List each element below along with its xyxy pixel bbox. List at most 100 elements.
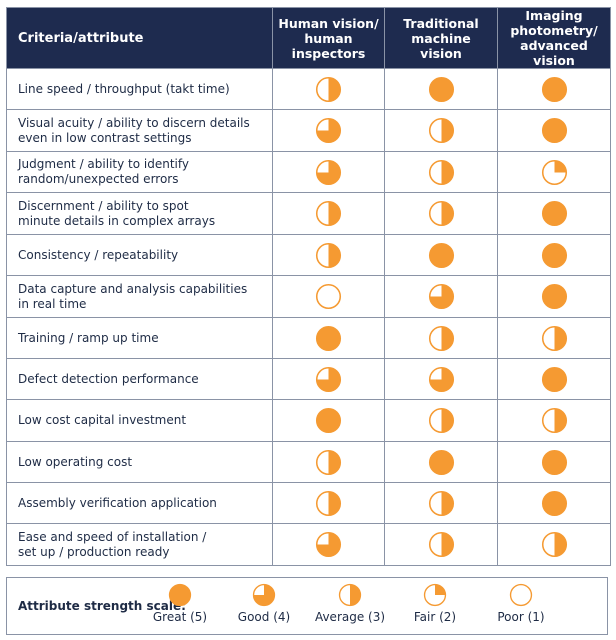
legend-label: Great (5) xyxy=(152,610,208,624)
score-cell xyxy=(384,109,498,152)
table-body: Line speed / throughput (takt time) Visua… xyxy=(6,68,611,566)
table-row: Assembly verification application xyxy=(6,482,611,524)
table-row: Judgment / ability to identify random/une… xyxy=(6,151,611,193)
score-cell xyxy=(497,358,611,400)
score-cell xyxy=(272,234,385,276)
score-cell xyxy=(497,68,611,110)
header-line: vision xyxy=(420,45,462,61)
legend-harvey-ball-mark xyxy=(423,583,447,607)
harvey-ball-score-mark xyxy=(315,159,342,185)
harvey-ball-score-mark xyxy=(428,366,454,392)
criteria-text: Visual acuity / ability to discern detai… xyxy=(18,115,250,130)
criteria-cell: Visual acuity / ability to discern detai… xyxy=(6,109,273,152)
table-row: Training / ramp up time xyxy=(6,317,611,359)
score-cell xyxy=(497,151,611,193)
score-cell xyxy=(272,68,385,110)
criteria-text: in real time xyxy=(18,296,87,311)
comparison-table: Criteria/attribute Human vision/ human i… xyxy=(6,7,611,566)
criteria-cell: Low operating cost xyxy=(6,441,273,483)
harvey-ball-score-mark xyxy=(428,117,454,144)
score-cell xyxy=(384,192,498,235)
score-cell xyxy=(384,275,498,318)
score-cell xyxy=(497,441,611,483)
harvey-ball-score-mark xyxy=(428,242,454,268)
score-cell xyxy=(497,192,611,235)
harvey-ball-score-mark xyxy=(428,407,454,434)
criteria-cell: Training / ramp up time xyxy=(6,317,273,359)
column-header-imaging: Imaging photometry/ advanced vision xyxy=(497,7,611,69)
criteria-text: random/unexpected errors xyxy=(18,172,179,186)
score-cell xyxy=(272,192,385,235)
criteria-cell: Judgment / ability to identify random/une… xyxy=(6,151,273,193)
harvey-ball-score-mark xyxy=(428,159,454,185)
legend-item: Poor (1) xyxy=(476,583,566,624)
table-row: Low operating cost xyxy=(6,441,611,483)
score-cell xyxy=(497,399,611,442)
criteria-cell: Consistency / repeatability xyxy=(6,234,273,276)
criteria-cell: Ease and speed of installation / set up /… xyxy=(6,523,273,566)
score-cell xyxy=(272,441,385,483)
legend-harvey-ball-mark xyxy=(252,583,276,607)
header-line: advanced vision xyxy=(520,38,588,68)
criteria-text: Low operating cost xyxy=(18,454,133,469)
header-row: Criteria/attribute Human vision/ human i… xyxy=(6,7,611,69)
legend-item: Good (4) xyxy=(219,583,309,624)
harvey-ball-score-mark xyxy=(315,242,342,268)
legend-harvey-ball-mark xyxy=(168,583,192,607)
harvey-ball-score-mark xyxy=(541,76,567,102)
harvey-ball-score-mark xyxy=(541,325,567,351)
harvey-ball-score-mark xyxy=(315,490,342,516)
harvey-ball-score-mark xyxy=(315,283,342,310)
harvey-ball-score-mark xyxy=(428,531,454,558)
harvey-ball-score-mark xyxy=(541,366,567,392)
score-cell xyxy=(497,482,611,524)
legend-item: Average (3) xyxy=(305,583,395,624)
harvey-ball-score-mark xyxy=(428,76,454,102)
harvey-ball-score-mark xyxy=(541,490,567,516)
legend-label: Fair (2) xyxy=(413,610,457,624)
legend-label: Good (4) xyxy=(237,610,291,624)
harvey-ball-score-mark xyxy=(428,449,454,475)
table-row: Low cost capital investment xyxy=(6,399,611,442)
harvey-ball-score-mark xyxy=(541,283,567,310)
score-cell xyxy=(272,109,385,152)
criteria-text: Ease and speed of installation / xyxy=(18,529,207,544)
score-cell xyxy=(272,358,385,400)
criteria-cell: Defect detection performance xyxy=(6,358,273,400)
legend-harvey-ball-mark xyxy=(338,583,362,607)
criteria-text: Assembly verification application xyxy=(18,495,217,510)
column-header-traditional: Traditional machine vision xyxy=(384,7,498,69)
table-row: Data capture and analysis capabilities in… xyxy=(6,275,611,318)
criteria-cell: Assembly verification application xyxy=(6,482,273,524)
criteria-text: even in low contrast settings xyxy=(18,130,192,145)
harvey-ball-score-mark xyxy=(428,200,454,227)
header-line: human xyxy=(304,30,353,46)
harvey-ball-score-mark xyxy=(315,531,342,558)
score-cell xyxy=(384,68,498,110)
table-row: Ease and speed of installation / set up /… xyxy=(6,523,611,566)
legend-item: Great (5) xyxy=(135,583,225,624)
legend-label: Average (3) xyxy=(314,610,386,624)
table-row: Visual acuity / ability to discern detai… xyxy=(6,109,611,152)
score-cell xyxy=(384,523,498,566)
criteria-cell: Discernment / ability to spot minute deta… xyxy=(6,192,273,235)
harvey-ball-score-mark xyxy=(428,490,454,516)
column-header-human: Human vision/ human inspectors xyxy=(272,7,385,69)
score-cell xyxy=(272,399,385,442)
score-cell xyxy=(384,358,498,400)
criteria-text: Line speed / throughput (takt time) xyxy=(18,81,230,96)
criteria-text: Low cost capital investment xyxy=(18,413,187,427)
score-cell xyxy=(497,523,611,566)
header-line: inspectors xyxy=(291,45,366,61)
harvey-ball-score-mark xyxy=(315,366,342,392)
criteria-text: Defect detection performance xyxy=(18,371,199,386)
table-row: Defect detection performance xyxy=(6,358,611,400)
score-cell xyxy=(272,317,385,359)
legend-harvey-ball-mark xyxy=(509,583,533,607)
criteria-text: Discernment / ability to spot xyxy=(18,198,189,213)
harvey-ball-score-mark xyxy=(541,159,567,185)
score-cell xyxy=(384,317,498,359)
harvey-ball-score-mark xyxy=(315,200,342,227)
header-line: Human vision/ xyxy=(278,15,379,31)
score-cell xyxy=(497,234,611,276)
